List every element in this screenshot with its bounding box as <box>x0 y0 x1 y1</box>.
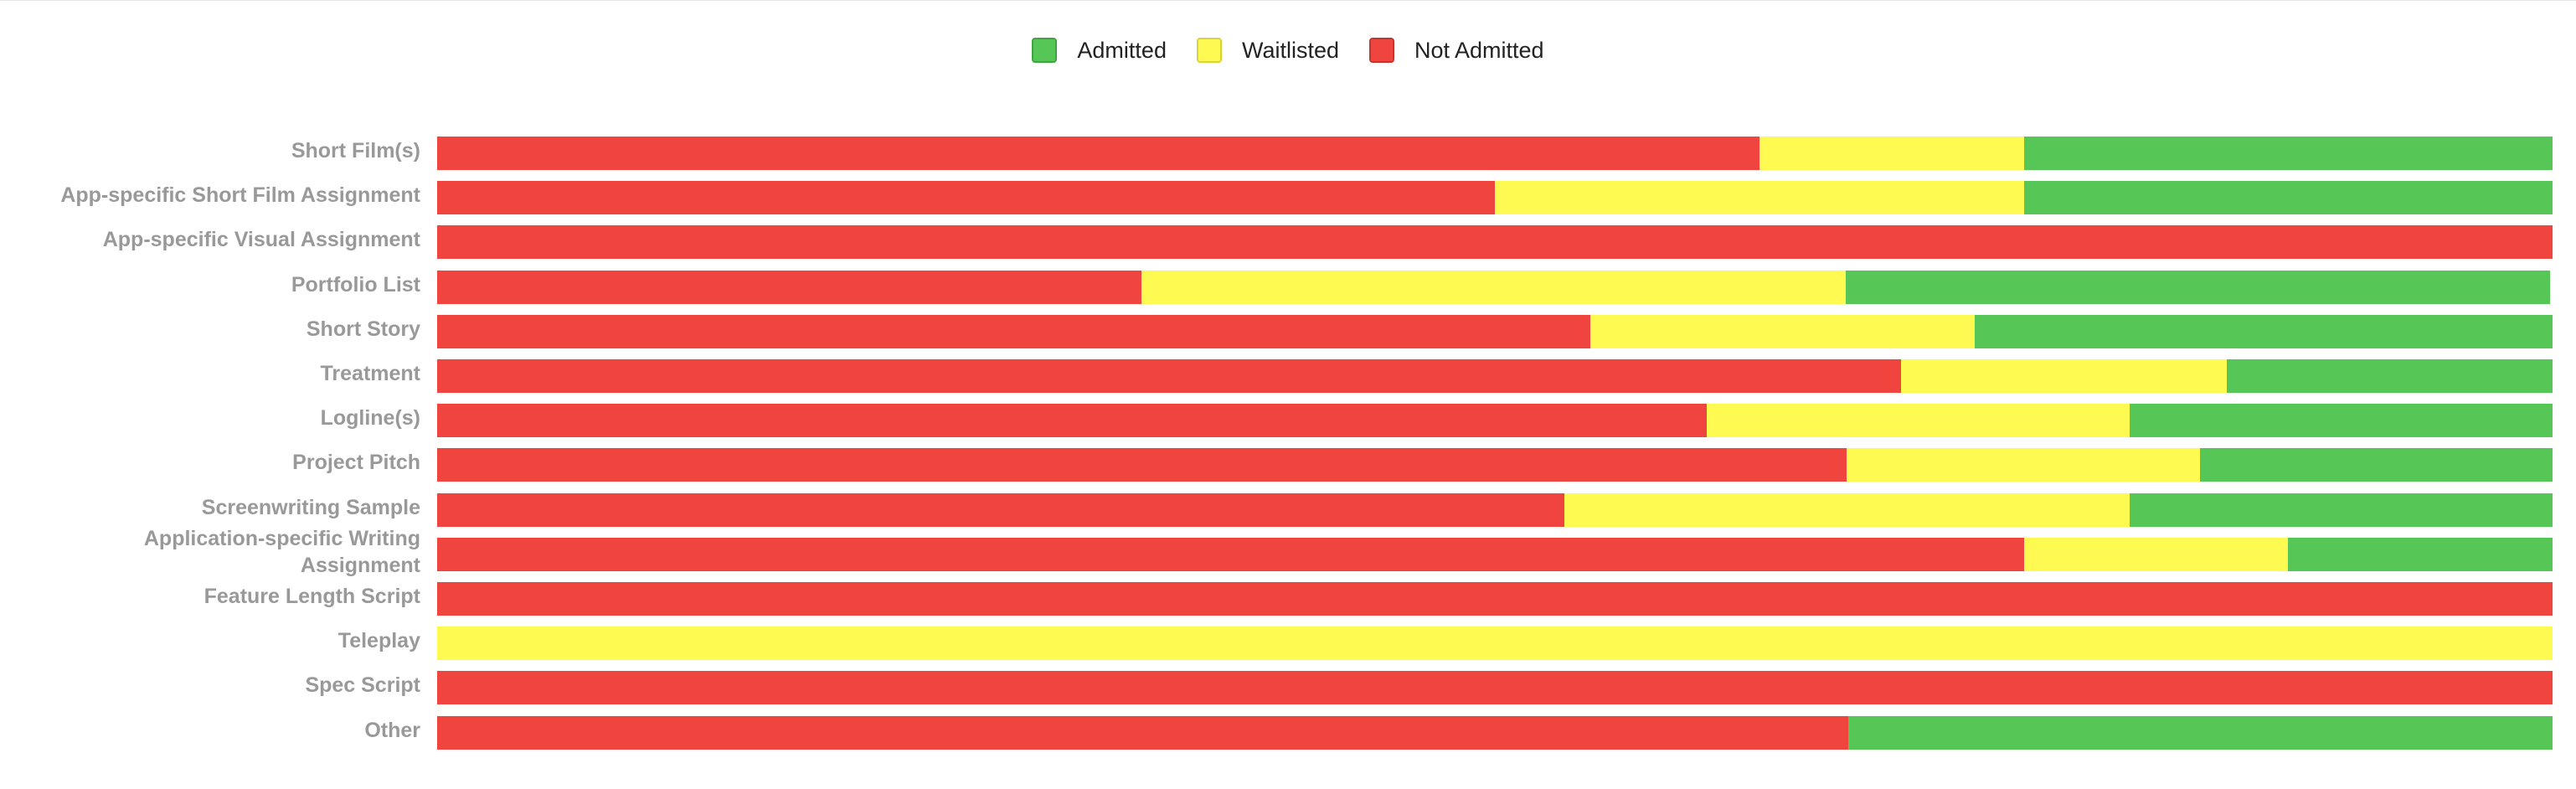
bar-segment-not-admitted[interactable] <box>437 492 1565 527</box>
category-label: Screenwriting Sample <box>201 495 420 519</box>
legend-item-admitted[interactable]: Admitted <box>1032 38 1167 64</box>
bar-row: Logline(s) <box>0 401 2576 446</box>
stacked-bar[interactable] <box>437 137 2553 170</box>
bar-segment-waitlisted[interactable] <box>1141 270 1847 304</box>
bar-segment-waitlisted[interactable] <box>437 627 2553 661</box>
stacked-bar[interactable] <box>437 404 2553 438</box>
bar-row: App-specific Visual Assignment <box>0 223 2576 267</box>
stacked-bar[interactable] <box>437 537 2553 571</box>
bar-row: Spec Script <box>0 668 2576 713</box>
chart-legend: Admitted Waitlisted Not Admitted <box>0 34 2576 67</box>
stacked-bar[interactable] <box>437 671 2553 705</box>
legend-label: Admitted <box>1077 37 1167 63</box>
bar-segment-waitlisted[interactable] <box>1589 314 1976 348</box>
bar-segment-admitted[interactable] <box>2023 181 2553 215</box>
stacked-bar[interactable] <box>437 314 2553 348</box>
bar-segment-admitted[interactable] <box>2288 537 2553 571</box>
category-label: Treatment <box>320 362 420 385</box>
bar-segment-waitlisted[interactable] <box>1706 404 2130 438</box>
bar-segment-admitted[interactable] <box>2023 137 2553 170</box>
category-label: App-specific Visual Assignment <box>102 228 420 252</box>
stacked-bar[interactable] <box>437 582 2553 616</box>
legend-item-waitlisted[interactable]: Waitlisted <box>1196 37 1339 64</box>
bar-row: App-specific Short Film Assignment <box>0 178 2576 223</box>
legend-label: Not Admitted <box>1414 37 1544 63</box>
legend-item-not-admitted[interactable]: Not Admitted <box>1369 38 1544 64</box>
category-label: Portfolio List <box>291 272 420 297</box>
bar-row: Screenwriting Sample <box>0 491 2576 535</box>
stacked-bar[interactable] <box>437 492 2553 527</box>
bar-row: Application-specific Writing Assignment <box>0 527 2576 580</box>
bar-row: Short Film(s) <box>0 134 2576 178</box>
bar-row: Short Story <box>0 312 2576 357</box>
bar-segment-not-admitted[interactable] <box>437 715 1848 750</box>
bar-segment-not-admitted[interactable] <box>437 181 1495 215</box>
bar-segment-admitted[interactable] <box>2226 359 2553 393</box>
bar-segment-not-admitted[interactable] <box>437 225 2553 260</box>
bar-segment-waitlisted[interactable] <box>2023 537 2289 571</box>
category-label: Short Film(s) <box>291 139 420 162</box>
bar-row: Portfolio List <box>0 268 2576 312</box>
category-label: Teleplay <box>337 629 420 653</box>
bar-segment-not-admitted[interactable] <box>437 671 2553 705</box>
bar-row: Other <box>0 714 2576 758</box>
bar-segment-waitlisted[interactable] <box>1564 492 2130 527</box>
legend-swatch-icon <box>1369 38 1394 63</box>
category-label: Project Pitch <box>292 451 420 475</box>
stacked-bar[interactable] <box>437 627 2553 661</box>
stacked-bar[interactable] <box>437 225 2553 260</box>
bar-segment-waitlisted[interactable] <box>1759 137 2024 170</box>
bar-segment-waitlisted[interactable] <box>1847 448 2200 482</box>
bar-segment-waitlisted[interactable] <box>1900 359 2227 393</box>
bar-row: Teleplay <box>0 624 2576 668</box>
stacked-bar[interactable] <box>437 181 2553 215</box>
bar-row: Treatment <box>0 357 2576 401</box>
bar-segment-not-admitted[interactable] <box>437 448 1847 482</box>
category-label: App-specific Short Film Assignment <box>60 183 420 208</box>
bar-segment-not-admitted[interactable] <box>437 404 1707 438</box>
bar-segment-admitted[interactable] <box>1975 314 2553 348</box>
stacked-bar[interactable] <box>437 715 2553 750</box>
category-label: Feature Length Script <box>204 585 420 608</box>
bar-segment-not-admitted[interactable] <box>437 314 1590 348</box>
bar-row: Feature Length Script <box>0 580 2576 624</box>
bar-segment-waitlisted[interactable] <box>1495 181 2024 215</box>
bar-segment-admitted[interactable] <box>2129 492 2553 527</box>
category-label: Other <box>364 718 420 742</box>
bar-segment-admitted[interactable] <box>1847 715 2553 750</box>
stacked-bar[interactable] <box>437 359 2553 393</box>
bar-segment-not-admitted[interactable] <box>437 359 1901 393</box>
bar-row: Project Pitch <box>0 446 2576 490</box>
category-label: Logline(s) <box>320 406 420 431</box>
legend-label: Waitlisted <box>1241 37 1339 63</box>
category-label: Short Story <box>306 317 420 341</box>
bar-segment-not-admitted[interactable] <box>437 270 1142 304</box>
top-divider <box>0 0 2576 1</box>
bar-segment-admitted[interactable] <box>2129 404 2553 438</box>
category-label: Spec Script <box>305 673 420 698</box>
bar-segment-not-admitted[interactable] <box>437 537 2024 571</box>
legend-swatch-icon <box>1196 38 1222 63</box>
category-label: Application-specific Writing Assignment <box>143 526 420 577</box>
stacked-bar[interactable] <box>437 448 2553 482</box>
bar-segment-not-admitted[interactable] <box>437 137 1759 170</box>
bar-segment-not-admitted[interactable] <box>437 582 2553 616</box>
bar-segment-admitted[interactable] <box>2199 448 2553 482</box>
stacked-bar[interactable] <box>437 270 2553 304</box>
bar-segment-admitted[interactable] <box>1846 270 2551 304</box>
legend-swatch-icon <box>1032 38 1058 63</box>
